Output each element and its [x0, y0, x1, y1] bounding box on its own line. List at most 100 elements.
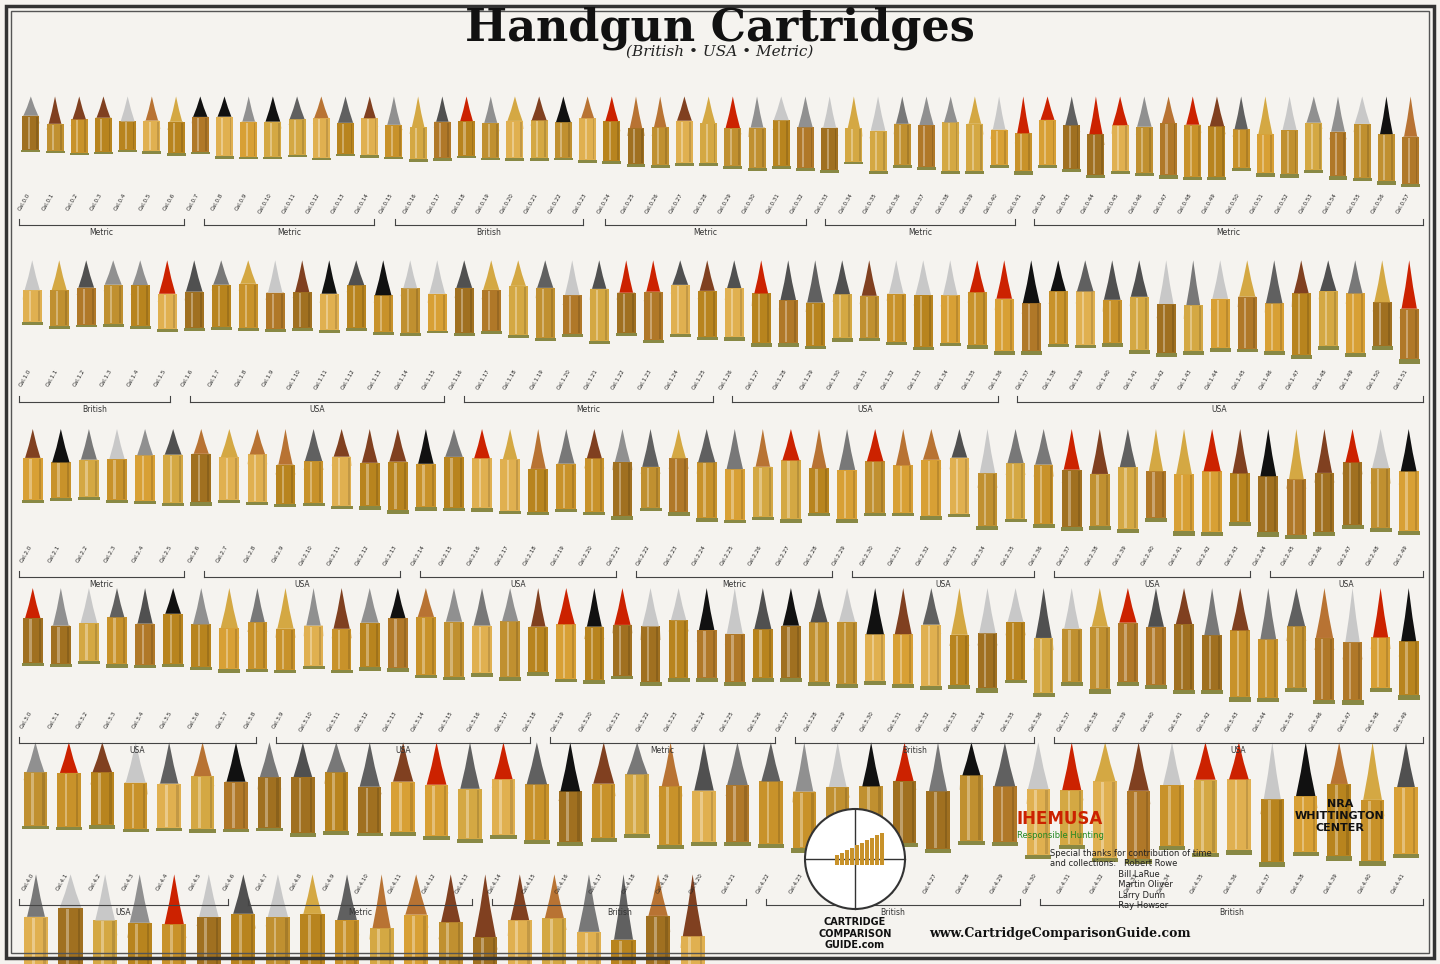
Text: Cal.2.25: Cal.2.25	[719, 544, 734, 566]
Bar	[850, 847, 854, 865]
Polygon shape	[1089, 96, 1103, 134]
Bar	[141, 456, 144, 500]
Polygon shape	[81, 429, 96, 460]
Text: Cal.2.6: Cal.2.6	[187, 544, 202, 563]
Bar	[95, 624, 96, 660]
Bar	[1174, 474, 1194, 531]
Polygon shape	[374, 260, 392, 295]
Polygon shape	[1286, 627, 1306, 641]
Bar	[883, 132, 884, 170]
Bar	[95, 461, 96, 496]
Bar	[69, 153, 89, 155]
Bar	[1162, 628, 1164, 684]
Polygon shape	[942, 122, 959, 134]
Bar	[1400, 308, 1418, 360]
Bar	[1238, 130, 1240, 167]
Polygon shape	[23, 618, 43, 629]
Bar	[192, 454, 212, 502]
Bar	[343, 921, 346, 964]
Bar	[644, 291, 662, 339]
Bar	[524, 841, 550, 844]
Bar	[134, 665, 156, 668]
Polygon shape	[1117, 468, 1138, 476]
Text: Cal.1.37: Cal.1.37	[1015, 368, 1031, 390]
Polygon shape	[426, 742, 446, 785]
Text: Cal.4.40: Cal.4.40	[1356, 872, 1372, 895]
Bar	[711, 791, 713, 841]
Polygon shape	[412, 96, 425, 127]
Text: Cal.0.46: Cal.0.46	[1129, 192, 1145, 214]
Bar	[360, 463, 380, 506]
Text: Cal.2.47: Cal.2.47	[1336, 544, 1352, 566]
Text: Cal.1.0: Cal.1.0	[19, 368, 32, 388]
Bar	[996, 130, 998, 164]
Bar	[304, 626, 324, 666]
Bar	[948, 296, 949, 341]
Bar	[134, 501, 156, 504]
Text: Cal.0.38: Cal.0.38	[935, 192, 950, 214]
Bar	[1189, 475, 1192, 530]
Bar	[256, 828, 282, 831]
Bar	[780, 519, 802, 522]
Bar	[85, 120, 86, 152]
Polygon shape	[474, 937, 497, 950]
Bar	[265, 121, 281, 157]
Polygon shape	[1092, 429, 1109, 474]
Bar	[1106, 475, 1107, 525]
Bar	[1292, 293, 1310, 356]
Bar	[1038, 165, 1057, 168]
Polygon shape	[612, 462, 632, 470]
Polygon shape	[50, 463, 71, 473]
Bar	[778, 121, 780, 166]
Bar	[226, 458, 228, 499]
Polygon shape	[1130, 297, 1149, 307]
Polygon shape	[914, 295, 933, 306]
Bar	[336, 920, 359, 964]
Polygon shape	[52, 429, 69, 463]
Polygon shape	[1397, 742, 1416, 787]
Bar	[757, 294, 760, 342]
Bar	[1021, 352, 1041, 356]
Bar	[1335, 133, 1336, 175]
Bar	[422, 618, 425, 674]
Bar	[1117, 529, 1139, 533]
Polygon shape	[461, 96, 472, 121]
Bar	[1358, 464, 1361, 523]
Polygon shape	[1149, 429, 1164, 471]
Polygon shape	[773, 96, 789, 120]
Polygon shape	[249, 429, 265, 454]
Bar	[556, 625, 576, 679]
Bar	[325, 295, 328, 329]
Bar	[269, 122, 272, 156]
Polygon shape	[278, 429, 292, 465]
Bar	[181, 122, 183, 152]
Polygon shape	[654, 96, 667, 127]
Text: Cal.4.30: Cal.4.30	[1022, 872, 1038, 895]
Bar	[1110, 171, 1129, 174]
Polygon shape	[949, 634, 969, 646]
Bar	[759, 782, 782, 844]
Text: Cal.0.34: Cal.0.34	[838, 192, 854, 214]
Bar	[109, 285, 112, 323]
Polygon shape	[1374, 260, 1390, 303]
Bar	[1202, 471, 1223, 532]
Polygon shape	[163, 924, 186, 938]
Polygon shape	[472, 458, 492, 469]
Bar	[1233, 129, 1250, 168]
Bar	[275, 670, 297, 673]
Bar	[923, 126, 926, 167]
Polygon shape	[192, 454, 212, 464]
Bar	[104, 284, 122, 324]
Bar	[46, 151, 65, 153]
Bar	[179, 456, 181, 502]
Bar	[1377, 181, 1395, 185]
Text: Cal.3.29: Cal.3.29	[831, 710, 847, 733]
Bar	[1358, 643, 1361, 700]
Polygon shape	[592, 784, 615, 796]
Polygon shape	[1061, 469, 1081, 483]
Text: Cal.4.37: Cal.4.37	[1257, 872, 1273, 895]
Bar	[792, 791, 816, 848]
Text: Cal.3.7: Cal.3.7	[216, 710, 229, 729]
Text: Handgun Cartridges: Handgun Cartridges	[465, 6, 975, 50]
Bar	[628, 128, 645, 164]
